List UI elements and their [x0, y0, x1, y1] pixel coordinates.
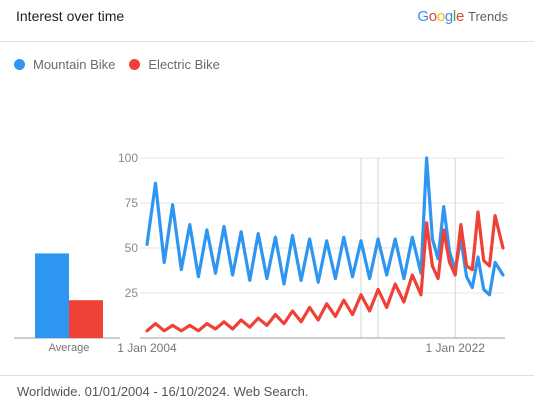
- google-trends-logo[interactable]: Google Trends: [417, 8, 508, 25]
- y-tick-label: 25: [125, 286, 139, 300]
- series-2-dot: [129, 59, 141, 70]
- google-wordmark: Google: [417, 8, 464, 25]
- legend-item-series-2[interactable]: Electric Bike: [129, 57, 220, 72]
- legend: Mountain Bike Electric Bike: [14, 57, 220, 72]
- trends-wordmark: Trends: [468, 9, 508, 24]
- series-line-2: [145, 210, 505, 333]
- y-tick-label: 50: [125, 241, 139, 255]
- series-line-1: [145, 156, 505, 297]
- average-bar: [35, 253, 69, 338]
- series-1-dot: [14, 59, 25, 70]
- google-letter: o: [436, 8, 445, 25]
- average-bar: [69, 300, 103, 338]
- legend-item-series-1[interactable]: Mountain Bike: [14, 57, 115, 72]
- interest-chart[interactable]: 100 75 50 25 1 Jan 2004 1 Jan 2022 Average: [0, 0, 534, 375]
- google-letter: g: [444, 8, 453, 25]
- google-letter: o: [428, 8, 437, 25]
- google-letter: G: [417, 8, 429, 25]
- y-tick-label: 75: [125, 196, 139, 210]
- legend-label-series-1: Mountain Bike: [33, 57, 116, 72]
- chart-title: Interest over time: [16, 8, 125, 24]
- header-divider: [0, 41, 534, 42]
- google-letter: l: [452, 8, 456, 25]
- x-tick-label: 1 Jan 2022: [426, 341, 486, 355]
- google-letter: e: [455, 8, 465, 25]
- y-tick-label: 100: [118, 151, 138, 165]
- legend-label-series-2: Electric Bike: [148, 57, 220, 72]
- footer-divider: [0, 375, 534, 376]
- x-tick-label: 1 Jan 2004: [117, 341, 177, 355]
- footer-caption: Worldwide. 01/01/2004 - 16/10/2024. Web …: [17, 384, 309, 399]
- average-label: Average: [49, 342, 90, 354]
